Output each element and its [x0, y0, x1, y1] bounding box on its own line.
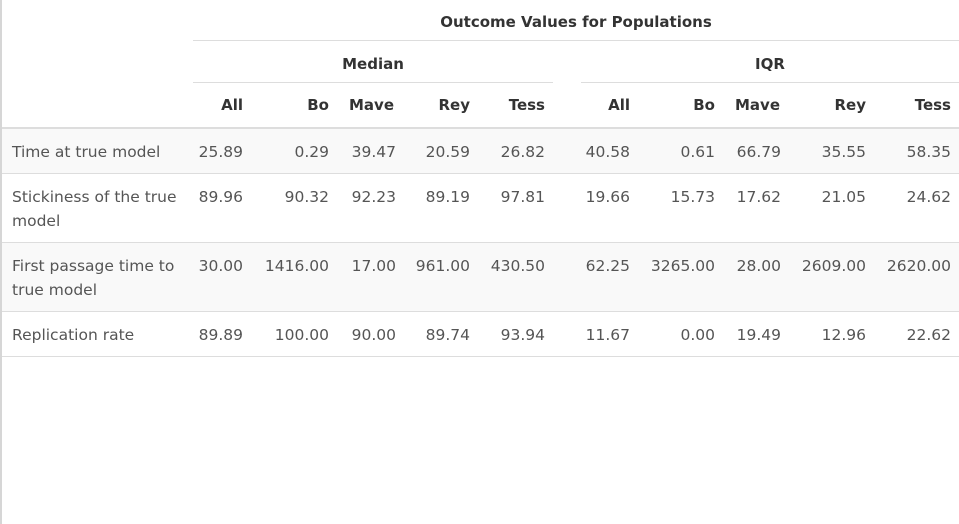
- col-header-median-all: All: [221, 96, 243, 114]
- cell-median-rey: 20.59: [425, 143, 470, 161]
- col-header-median-rey: Rey: [438, 96, 470, 114]
- row-label: Replication rate: [12, 326, 135, 344]
- cell-median-rey: 961.00: [415, 257, 470, 275]
- cell-iqr-mave: 28.00: [736, 257, 781, 275]
- cell-iqr-tess: 24.62: [906, 188, 951, 206]
- cell-median-all: 89.96: [198, 188, 243, 206]
- cell-iqr-bo: 0.61: [680, 143, 715, 161]
- cell-iqr-rey: 21.05: [821, 188, 866, 206]
- cell-median-mave: 17.00: [351, 257, 396, 275]
- cell-median-bo: 90.32: [284, 188, 329, 206]
- cell-iqr-rey: 2609.00: [801, 257, 866, 275]
- col-header-iqr-rey: Rey: [834, 96, 866, 114]
- table-row-time-at-true-model: Time at true model 25.89 0.29 39.47 20.5…: [2, 129, 959, 174]
- cell-median-mave: 92.23: [351, 188, 396, 206]
- cell-median-all: 30.00: [198, 257, 243, 275]
- column-header-row: All Bo Mave Rey Tess All Bo Mave Rey Tes…: [2, 83, 959, 129]
- cell-iqr-tess: 2620.00: [886, 257, 951, 275]
- cell-median-rey: 89.74: [425, 326, 470, 344]
- cell-iqr-bo: 0.00: [680, 326, 715, 344]
- table-title: Outcome Values for Populations: [193, 8, 959, 41]
- cell-iqr-mave: 17.62: [736, 188, 781, 206]
- col-header-median-mave: Mave: [349, 96, 394, 114]
- cell-iqr-tess: 58.35: [906, 143, 951, 161]
- cell-iqr-all: 19.66: [585, 188, 630, 206]
- cell-median-tess: 97.81: [500, 188, 545, 206]
- cell-median-all: 89.89: [198, 326, 243, 344]
- group-header-iqr: IQR: [581, 50, 959, 83]
- cell-median-all: 25.89: [198, 143, 243, 161]
- cell-median-bo: 0.29: [294, 143, 329, 161]
- cell-iqr-all: 40.58: [585, 143, 630, 161]
- table-row-replication-rate: Replication rate 89.89 100.00 90.00 89.7…: [2, 312, 959, 357]
- table-row-first-passage-time: First passage time to true model 30.00 1…: [2, 243, 959, 312]
- col-header-iqr-tess: Tess: [914, 96, 951, 114]
- cell-median-bo: 100.00: [274, 326, 329, 344]
- col-header-iqr-mave: Mave: [735, 96, 780, 114]
- cell-iqr-bo: 3265.00: [650, 257, 715, 275]
- cell-iqr-all: 11.67: [585, 326, 630, 344]
- group-header-median: Median: [193, 50, 553, 83]
- cell-iqr-bo: 15.73: [670, 188, 715, 206]
- row-label: Stickiness of the true model: [12, 188, 177, 230]
- cell-median-mave: 90.00: [351, 326, 396, 344]
- col-header-median-tess: Tess: [508, 96, 545, 114]
- cell-iqr-mave: 66.79: [736, 143, 781, 161]
- cell-median-mave: 39.47: [351, 143, 396, 161]
- cell-iqr-mave: 19.49: [736, 326, 781, 344]
- col-header-iqr-all: All: [608, 96, 630, 114]
- cell-median-tess: 93.94: [500, 326, 545, 344]
- table-row-stickiness: Stickiness of the true model 89.96 90.32…: [2, 174, 959, 243]
- cell-iqr-rey: 35.55: [821, 143, 866, 161]
- cell-median-tess: 430.50: [490, 257, 545, 275]
- col-header-median-bo: Bo: [307, 96, 329, 114]
- cell-median-bo: 1416.00: [264, 257, 329, 275]
- row-label: Time at true model: [12, 143, 161, 161]
- cell-iqr-all: 62.25: [585, 257, 630, 275]
- cell-iqr-rey: 12.96: [821, 326, 866, 344]
- row-label: First passage time to true model: [12, 257, 175, 299]
- left-border: [0, 0, 2, 524]
- cell-median-rey: 89.19: [425, 188, 470, 206]
- cell-median-tess: 26.82: [500, 143, 545, 161]
- cell-iqr-tess: 22.62: [906, 326, 951, 344]
- col-header-iqr-bo: Bo: [693, 96, 715, 114]
